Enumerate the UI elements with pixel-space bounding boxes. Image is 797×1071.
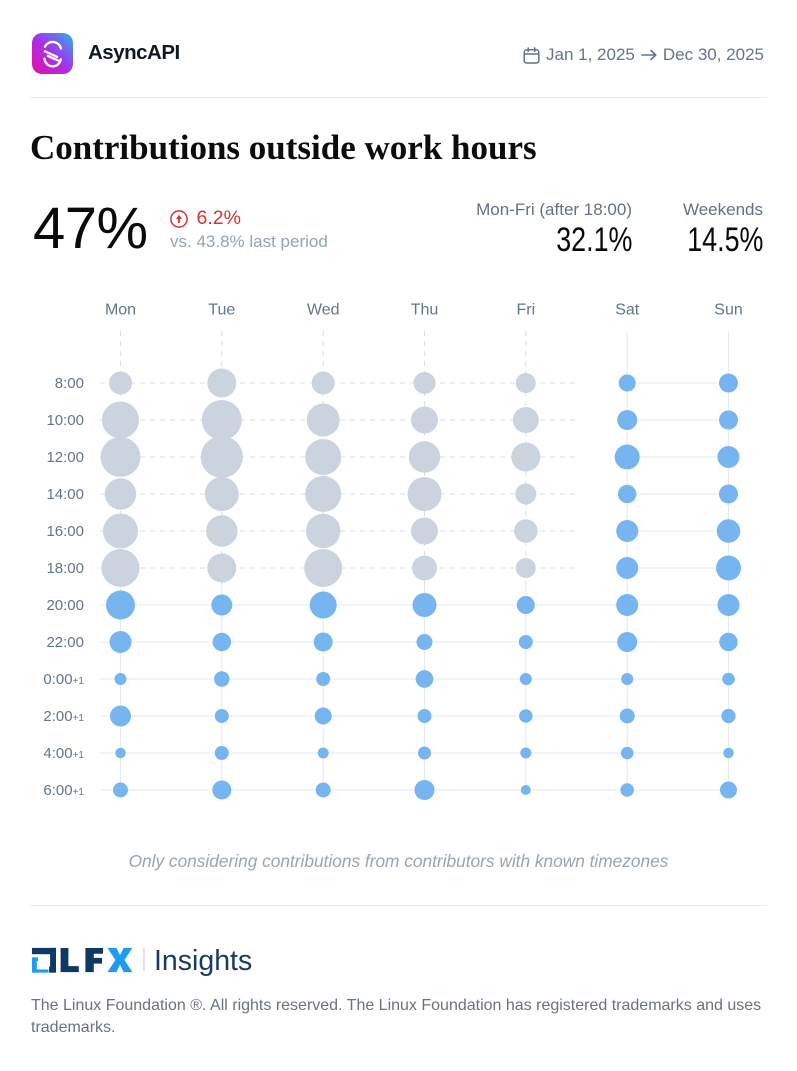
svg-text:22:00: 22:00 — [46, 634, 84, 651]
svg-text:Thu: Thu — [411, 302, 439, 319]
svg-text:Wed: Wed — [307, 302, 340, 319]
svg-text:Sat: Sat — [615, 302, 640, 319]
svg-text:Sun: Sun — [714, 302, 742, 319]
svg-text:10:00: 10:00 — [46, 412, 84, 429]
svg-text:12:00: 12:00 — [46, 449, 84, 466]
svg-text:8:00: 8:00 — [55, 375, 84, 392]
svg-text:Insights: Insights — [154, 946, 252, 977]
svg-text:6:00+1: 6:00+1 — [43, 782, 84, 799]
svg-text:2:00+1: 2:00+1 — [43, 708, 84, 725]
svg-text:0:00+1: 0:00+1 — [43, 671, 84, 688]
svg-text:20:00: 20:00 — [46, 597, 84, 614]
svg-text:18:00: 18:00 — [46, 560, 84, 577]
svg-text:Fri: Fri — [516, 302, 535, 319]
svg-text:Mon: Mon — [105, 302, 136, 319]
svg-text:16:00: 16:00 — [46, 523, 84, 540]
svg-text:14:00: 14:00 — [46, 486, 84, 503]
svg-text:4:00+1: 4:00+1 — [43, 745, 84, 762]
svg-text:Tue: Tue — [208, 302, 235, 319]
